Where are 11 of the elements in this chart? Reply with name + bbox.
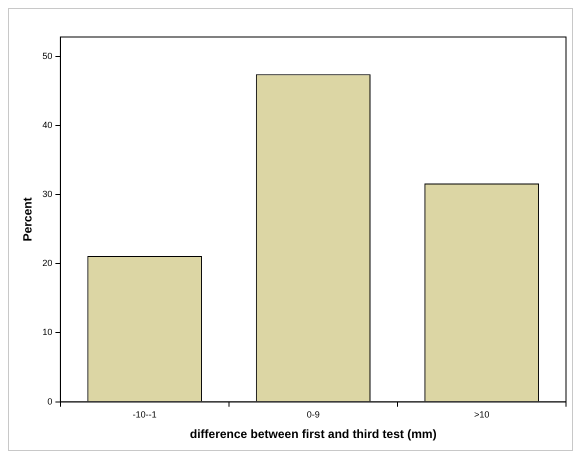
x-tick-label: 0-9: [306, 410, 320, 420]
y-tick-label: 50: [42, 50, 52, 61]
y-tick-label: 0: [47, 396, 52, 406]
y-tick-label: 30: [42, 189, 52, 200]
y-tick-label: 10: [42, 327, 52, 338]
y-axis-title: Percent: [20, 197, 35, 242]
y-tick-label: 40: [42, 120, 52, 130]
x-tick-label: -10--1: [132, 410, 157, 420]
x-axis-title: difference between first and third test (mm): [190, 427, 437, 442]
y-tick-label: 20: [42, 258, 52, 268]
x-tick-label: >10: [474, 410, 490, 420]
